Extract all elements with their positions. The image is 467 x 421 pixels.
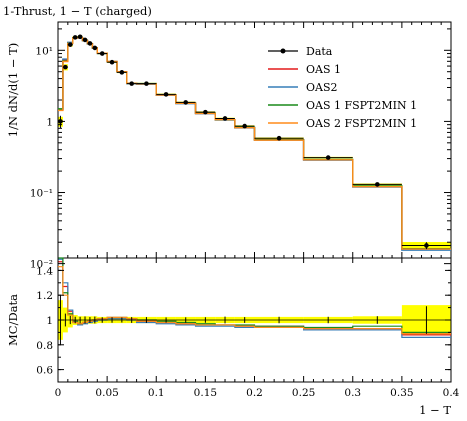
- data-layer: [58, 34, 451, 345]
- data-point: [119, 70, 125, 75]
- data-point: [222, 116, 228, 121]
- y-tick-label: 10⁻²: [30, 259, 53, 271]
- y-tick-label: 10⁻¹: [30, 188, 53, 200]
- x-tick-label: 0.05: [95, 387, 118, 399]
- legend-label-oas-2-fspt2min-1: OAS 2 FSPT2MIN 1: [306, 117, 417, 130]
- x-tick-label: 0.1: [148, 387, 165, 399]
- ratio-tick-label: 1.4: [36, 265, 53, 277]
- series-line-oas-2-fspt2min-1: [58, 37, 451, 250]
- data-point: [276, 135, 282, 141]
- legend-label-data: Data: [306, 45, 333, 58]
- data-point: [99, 51, 105, 56]
- data-point: [77, 34, 83, 40]
- y-axis-label: 1/N dN/d(1 − T): [6, 43, 20, 137]
- data-point: [72, 35, 78, 40]
- data-point: [242, 123, 247, 129]
- x-tick-label: 0.3: [344, 387, 361, 399]
- y-tick-label: 10¹: [35, 45, 53, 57]
- x-axis-label: 1 − T: [419, 403, 451, 417]
- legend: Data OAS 1 OAS2 OAS 1 FSPT2MIN 1 OAS 2 FSPT2…: [268, 45, 417, 130]
- data-point: [424, 243, 429, 248]
- data-point: [375, 182, 380, 187]
- data-point: [203, 109, 208, 115]
- data-point: [163, 92, 169, 97]
- chart-title: 1-Thrust, 1 − T (charged): [3, 4, 152, 18]
- x-tick-label: 0: [55, 387, 62, 399]
- data-point: [325, 155, 331, 160]
- x-tick-label: 0.15: [194, 387, 217, 399]
- x-tick-label: 0.35: [390, 387, 413, 399]
- data-point: [129, 81, 134, 86]
- ratio-line-oas-1: [58, 261, 451, 336]
- y-tick-label: 1: [46, 116, 53, 128]
- ratio-tick-label: 0.8: [36, 340, 53, 352]
- data-point: [144, 81, 149, 86]
- ratio-tick-label: 1: [46, 315, 53, 327]
- x-tick-label: 0.2: [246, 387, 263, 399]
- legend-label-oas-1: OAS 1: [306, 63, 341, 76]
- ratio-y-axis-label: MC/Data: [6, 294, 20, 346]
- x-tick-label: 0.4: [443, 387, 460, 399]
- data-point: [67, 42, 73, 47]
- series-layer: [58, 36, 451, 338]
- ratio-line-oas-2-fspt2min-1: [58, 266, 451, 335]
- legend-label-oas-1-fspt2min-1: OAS 1 FSPT2MIN 1: [306, 99, 417, 112]
- ratio-tick-label: 1.2: [36, 290, 53, 302]
- data-point: [63, 64, 68, 70]
- data-point: [82, 37, 88, 43]
- legend-label-oas2: OAS2: [306, 81, 338, 94]
- data-point: [183, 100, 189, 105]
- ticks-layer: 0 0.05 0.1 0.15 0.2 0.25 0.3 0.35 0.4 10¹ 1 10⁻¹ 10⁻…: [30, 22, 460, 399]
- data-point: [92, 45, 98, 51]
- legend-marker-data: [280, 48, 286, 54]
- data-point: [109, 59, 115, 65]
- ratio-tick-label: 0.6: [36, 365, 53, 377]
- data-point: [87, 41, 93, 46]
- x-tick-label: 0.25: [292, 387, 315, 399]
